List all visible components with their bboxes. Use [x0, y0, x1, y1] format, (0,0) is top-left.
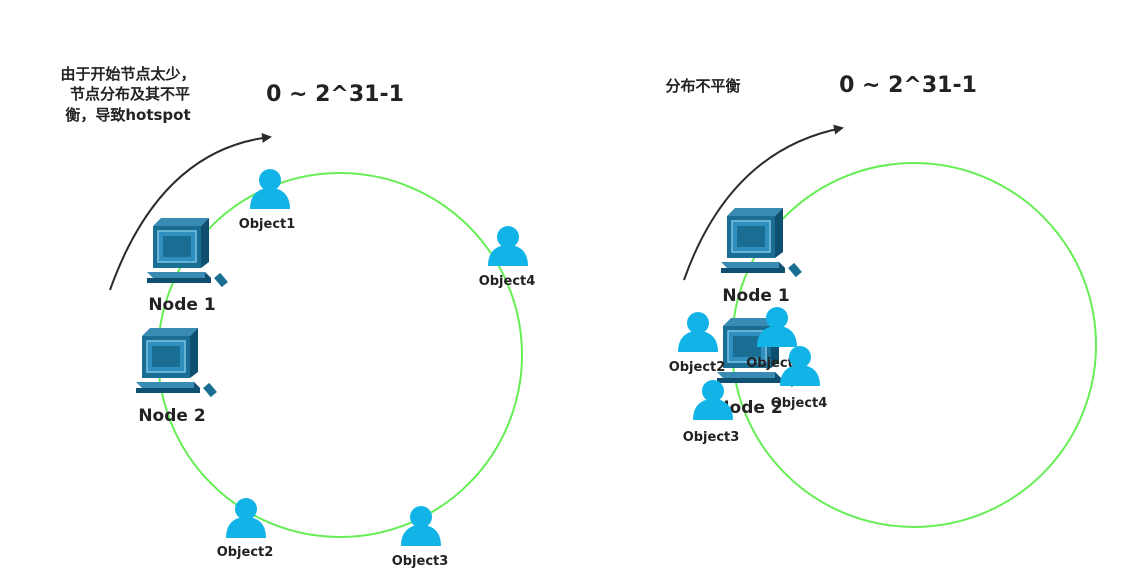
object-label: Object4: [479, 274, 536, 289]
right-node-1: Node 1: [720, 207, 803, 306]
right-object-2: Object2: [669, 312, 726, 375]
user-icon: [678, 312, 718, 352]
left-note-line-3: 衡，导致hotspot: [65, 106, 190, 124]
user-icon: [250, 169, 290, 209]
object-label: Object2: [669, 360, 726, 375]
object-label: Object3: [392, 554, 449, 569]
left-object-4: Object4: [479, 226, 536, 289]
object-label: Object: [746, 356, 794, 371]
object-label: Object3: [683, 430, 740, 445]
right-note: 分布不平衡: [665, 77, 740, 95]
right-direction-arrow: [683, 124, 844, 281]
node-label: Node 1: [148, 295, 215, 315]
left-note-line-2: 节点分布及其不平: [70, 85, 190, 103]
node-label: Node 2: [138, 406, 205, 426]
left-direction-arrow: [109, 132, 272, 291]
computer-icon: [135, 327, 218, 398]
left-object-2: Object2: [217, 498, 274, 560]
right-object-3: Object3: [683, 380, 740, 445]
left-panel: 由于开始节点太少， 节点分布及其不平 衡，导致hotspot 0 ~ 2^31-…: [60, 65, 535, 569]
left-object-3: Object3: [392, 506, 449, 569]
left-node-1: Node 1: [146, 217, 229, 315]
left-note-line-1: 由于开始节点太少，: [60, 65, 195, 83]
right-range-label: 0 ~ 2^31-1: [839, 73, 977, 98]
computer-icon: [720, 207, 803, 278]
computer-icon: [146, 217, 229, 288]
left-range-label: 0 ~ 2^31-1: [266, 82, 404, 107]
right-panel: 分布不平衡 0 ~ 2^31-1 Node 2 Node 1 Object2 O…: [665, 73, 1097, 528]
right-object-4: Object4: [771, 346, 828, 411]
left-node-2: Node 2: [135, 327, 218, 426]
left-hash-ring: [157, 172, 523, 538]
object-label: Object1: [239, 217, 296, 232]
object-label: Object2: [217, 545, 274, 560]
left-object-1: Object1: [239, 169, 296, 232]
right-object-partial: Object: [746, 307, 797, 371]
object-label: Object4: [771, 396, 828, 411]
user-icon: [401, 506, 441, 546]
node-label: Node 1: [722, 286, 789, 306]
user-icon: [488, 226, 528, 266]
